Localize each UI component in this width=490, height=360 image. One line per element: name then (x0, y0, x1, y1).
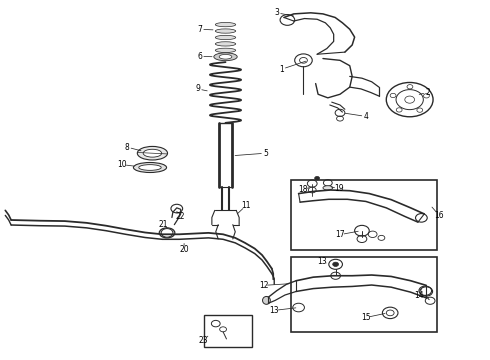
Text: 9: 9 (196, 84, 200, 93)
Ellipse shape (263, 296, 270, 304)
Text: 21: 21 (158, 220, 168, 229)
Circle shape (161, 229, 173, 237)
Text: 16: 16 (434, 211, 444, 220)
Text: 22: 22 (176, 212, 185, 221)
Text: 14: 14 (415, 291, 424, 300)
Ellipse shape (139, 165, 161, 170)
Ellipse shape (159, 228, 175, 238)
Ellipse shape (219, 54, 232, 59)
Ellipse shape (133, 162, 167, 172)
Text: 5: 5 (263, 149, 268, 158)
Ellipse shape (215, 22, 236, 27)
Circle shape (333, 262, 339, 266)
Text: 19: 19 (334, 184, 343, 193)
Ellipse shape (215, 35, 236, 40)
Text: 11: 11 (241, 201, 251, 210)
Bar (291, 180, 438, 249)
Text: 6: 6 (197, 52, 202, 61)
Ellipse shape (214, 53, 237, 61)
Bar (203, 315, 252, 347)
Text: 18: 18 (298, 185, 307, 194)
Text: 13: 13 (317, 257, 327, 266)
Text: 10: 10 (118, 160, 127, 169)
Circle shape (315, 176, 319, 180)
Ellipse shape (215, 42, 236, 46)
Ellipse shape (137, 147, 168, 160)
Text: 23: 23 (199, 336, 208, 345)
Ellipse shape (215, 29, 236, 33)
Text: 17: 17 (335, 230, 345, 239)
Text: 13: 13 (270, 306, 279, 315)
Text: 15: 15 (361, 313, 370, 322)
Text: 2: 2 (425, 88, 430, 97)
Ellipse shape (215, 48, 236, 53)
Text: 12: 12 (259, 281, 268, 290)
Text: 4: 4 (364, 112, 368, 121)
Text: 8: 8 (125, 143, 129, 152)
Text: 20: 20 (179, 245, 189, 254)
Ellipse shape (323, 186, 333, 190)
Bar (291, 257, 438, 332)
Text: 7: 7 (197, 25, 202, 34)
Ellipse shape (143, 149, 162, 157)
Text: 1: 1 (279, 65, 284, 74)
Text: 3: 3 (274, 8, 279, 17)
